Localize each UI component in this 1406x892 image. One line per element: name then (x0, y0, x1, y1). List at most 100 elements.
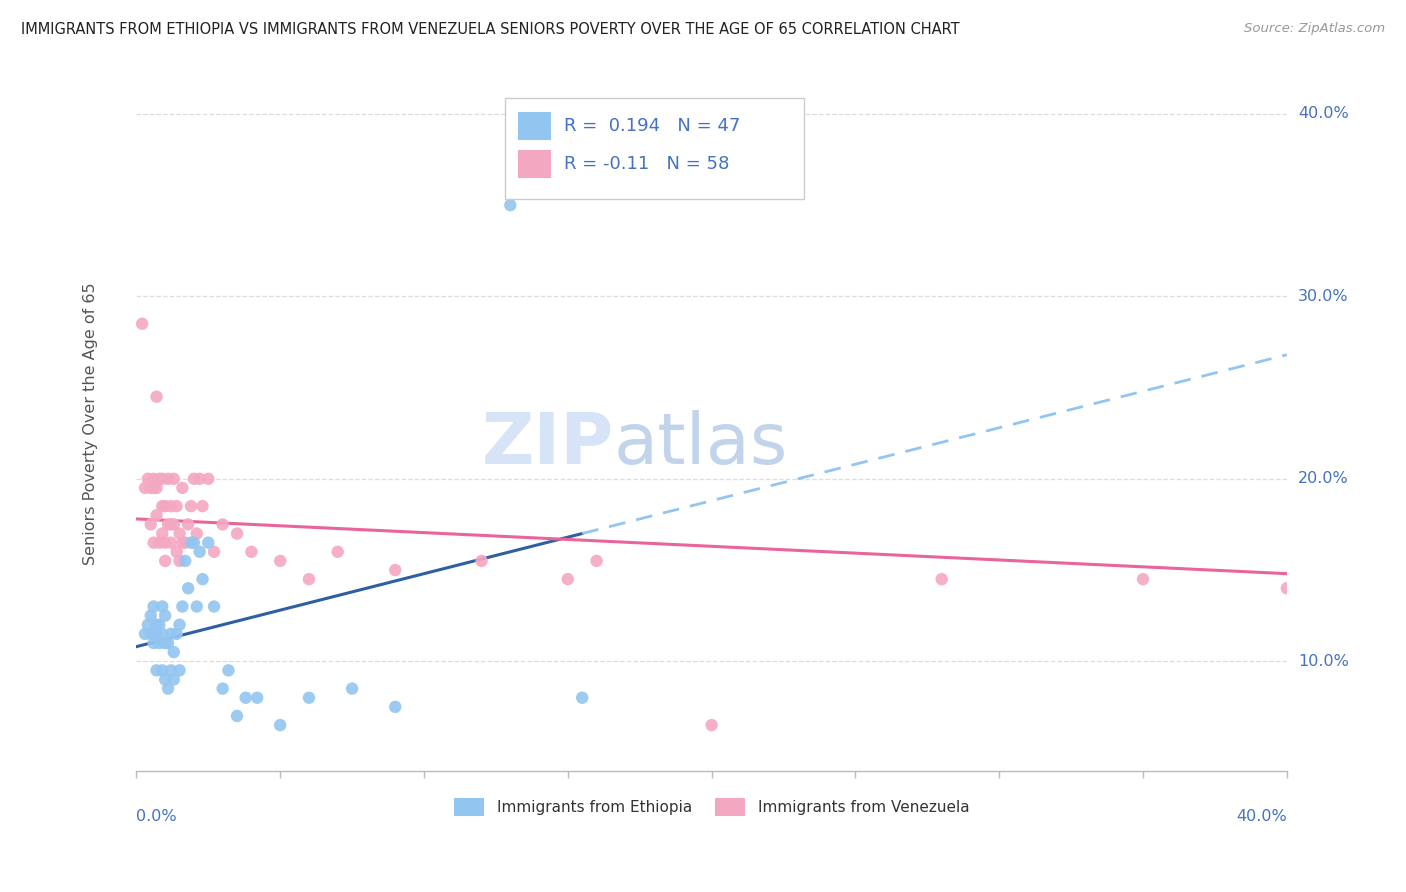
Point (134, 627, 156, 641)
Point (145, 617, 167, 632)
Point (174, 554, 197, 568)
Point (585, 554, 607, 568)
Point (384, 699, 406, 714)
Point (160, 535, 183, 549)
Point (177, 581, 200, 595)
Text: IMMIGRANTS FROM ETHIOPIA VS IMMIGRANTS FROM VENEZUELA SENIORS POVERTY OVER THE A: IMMIGRANTS FROM ETHIOPIA VS IMMIGRANTS F… (21, 22, 960, 37)
FancyBboxPatch shape (505, 98, 804, 199)
Text: 10.0%: 10.0% (1298, 654, 1348, 669)
Point (142, 481, 165, 495)
Point (148, 535, 170, 549)
Point (139, 517, 162, 532)
Text: 40.0%: 40.0% (1298, 106, 1348, 121)
Text: 20.0%: 20.0% (1298, 471, 1348, 486)
Point (153, 608, 176, 623)
Point (180, 535, 202, 549)
Point (157, 472, 180, 486)
Point (153, 499, 176, 513)
Point (202, 599, 225, 614)
Point (180, 499, 202, 513)
Point (186, 526, 208, 541)
Point (157, 681, 180, 696)
Point (142, 472, 165, 486)
Point (1275, 581, 1298, 595)
Point (1132, 572, 1154, 586)
Point (169, 526, 191, 541)
Point (211, 517, 233, 532)
Point (700, 718, 723, 732)
Point (197, 472, 219, 486)
Point (157, 517, 180, 532)
Point (160, 499, 183, 513)
Point (145, 481, 167, 495)
Point (160, 627, 183, 641)
Point (163, 517, 186, 532)
Point (157, 636, 180, 650)
Text: ZIP: ZIP (482, 410, 614, 479)
Text: R = -0.11   N = 58: R = -0.11 N = 58 (564, 155, 730, 173)
Point (142, 535, 165, 549)
Point (172, 599, 194, 614)
Point (217, 664, 239, 678)
Legend: Immigrants from Ethiopia, Immigrants from Venezuela: Immigrants from Ethiopia, Immigrants fro… (449, 792, 976, 822)
Point (169, 664, 191, 678)
Point (134, 481, 156, 495)
Point (150, 526, 173, 541)
Point (148, 636, 170, 650)
Point (931, 572, 953, 586)
Point (226, 709, 249, 723)
Point (470, 554, 492, 568)
Point (153, 535, 176, 549)
Point (148, 472, 170, 486)
Point (183, 472, 205, 486)
Point (139, 608, 162, 623)
Point (202, 545, 225, 559)
Point (298, 690, 321, 705)
Point (145, 627, 167, 641)
Point (191, 499, 214, 513)
Point (177, 517, 200, 532)
Point (240, 545, 263, 559)
Point (139, 627, 162, 641)
Text: Source: ZipAtlas.com: Source: ZipAtlas.com (1244, 22, 1385, 36)
Point (384, 563, 406, 577)
Point (326, 545, 349, 559)
Text: 30.0%: 30.0% (1298, 289, 1348, 304)
Point (183, 535, 205, 549)
Point (172, 481, 194, 495)
Point (150, 499, 173, 513)
Point (145, 390, 167, 404)
Point (211, 681, 233, 696)
Point (226, 526, 249, 541)
Point (163, 673, 186, 687)
Point (136, 472, 159, 486)
Point (246, 690, 269, 705)
Point (298, 572, 321, 586)
Point (172, 535, 194, 549)
Point (340, 681, 363, 696)
Point (166, 499, 188, 513)
Point (150, 664, 173, 678)
Point (153, 673, 176, 687)
Text: Seniors Poverty Over the Age of 65: Seniors Poverty Over the Age of 65 (83, 283, 98, 566)
Point (235, 690, 257, 705)
Bar (519, 112, 551, 140)
Point (163, 472, 186, 486)
Text: R =  0.194   N = 47: R = 0.194 N = 47 (564, 117, 741, 135)
Point (153, 554, 176, 568)
Point (269, 718, 291, 732)
Text: atlas: atlas (614, 410, 789, 479)
Point (153, 636, 176, 650)
Point (188, 545, 211, 559)
Bar (519, 150, 551, 178)
Point (145, 664, 167, 678)
Point (160, 664, 183, 678)
Point (139, 481, 162, 495)
Point (499, 198, 522, 212)
Text: 40.0%: 40.0% (1236, 809, 1286, 824)
Point (166, 627, 188, 641)
Point (169, 617, 191, 632)
Point (557, 572, 579, 586)
Point (136, 617, 159, 632)
Point (197, 535, 219, 549)
